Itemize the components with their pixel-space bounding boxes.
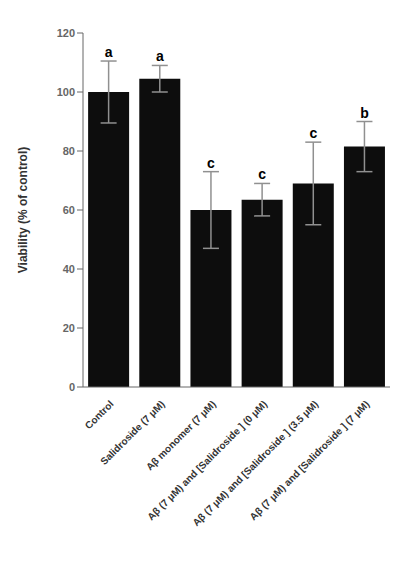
svg-text:c: c xyxy=(309,125,317,141)
svg-text:80: 80 xyxy=(63,145,75,157)
svg-text:c: c xyxy=(258,166,266,182)
svg-text:Aβ (7 μM) and [Salidroside ] (: Aβ (7 μM) and [Salidroside ] (0 μM) xyxy=(145,398,270,523)
svg-text:a: a xyxy=(156,48,164,64)
svg-text:c: c xyxy=(207,155,215,171)
svg-text:Control: Control xyxy=(83,398,116,431)
svg-text:b: b xyxy=(360,105,369,121)
svg-text:Aβ monomer (7 μM): Aβ monomer (7 μM) xyxy=(143,398,218,473)
svg-text:60: 60 xyxy=(63,204,75,216)
svg-text:40: 40 xyxy=(63,263,75,275)
svg-text:120: 120 xyxy=(57,27,75,39)
svg-text:100: 100 xyxy=(57,86,75,98)
svg-text:Salidroside (7 μM): Salidroside (7 μM) xyxy=(98,398,167,467)
svg-text:a: a xyxy=(105,44,113,60)
svg-text:0: 0 xyxy=(69,381,75,393)
svg-text:20: 20 xyxy=(63,322,75,334)
svg-text:Aβ (7 μM) and [Salidroside ] (: Aβ (7 μM) and [Salidroside ] (3.5 μM) xyxy=(190,398,321,529)
svg-text:Viability (% of control): Viability (% of control) xyxy=(16,147,30,273)
svg-text:Aβ (7 μM) and [Salidroside ] (: Aβ (7 μM) and [Salidroside ] (7 μM) xyxy=(247,398,371,522)
